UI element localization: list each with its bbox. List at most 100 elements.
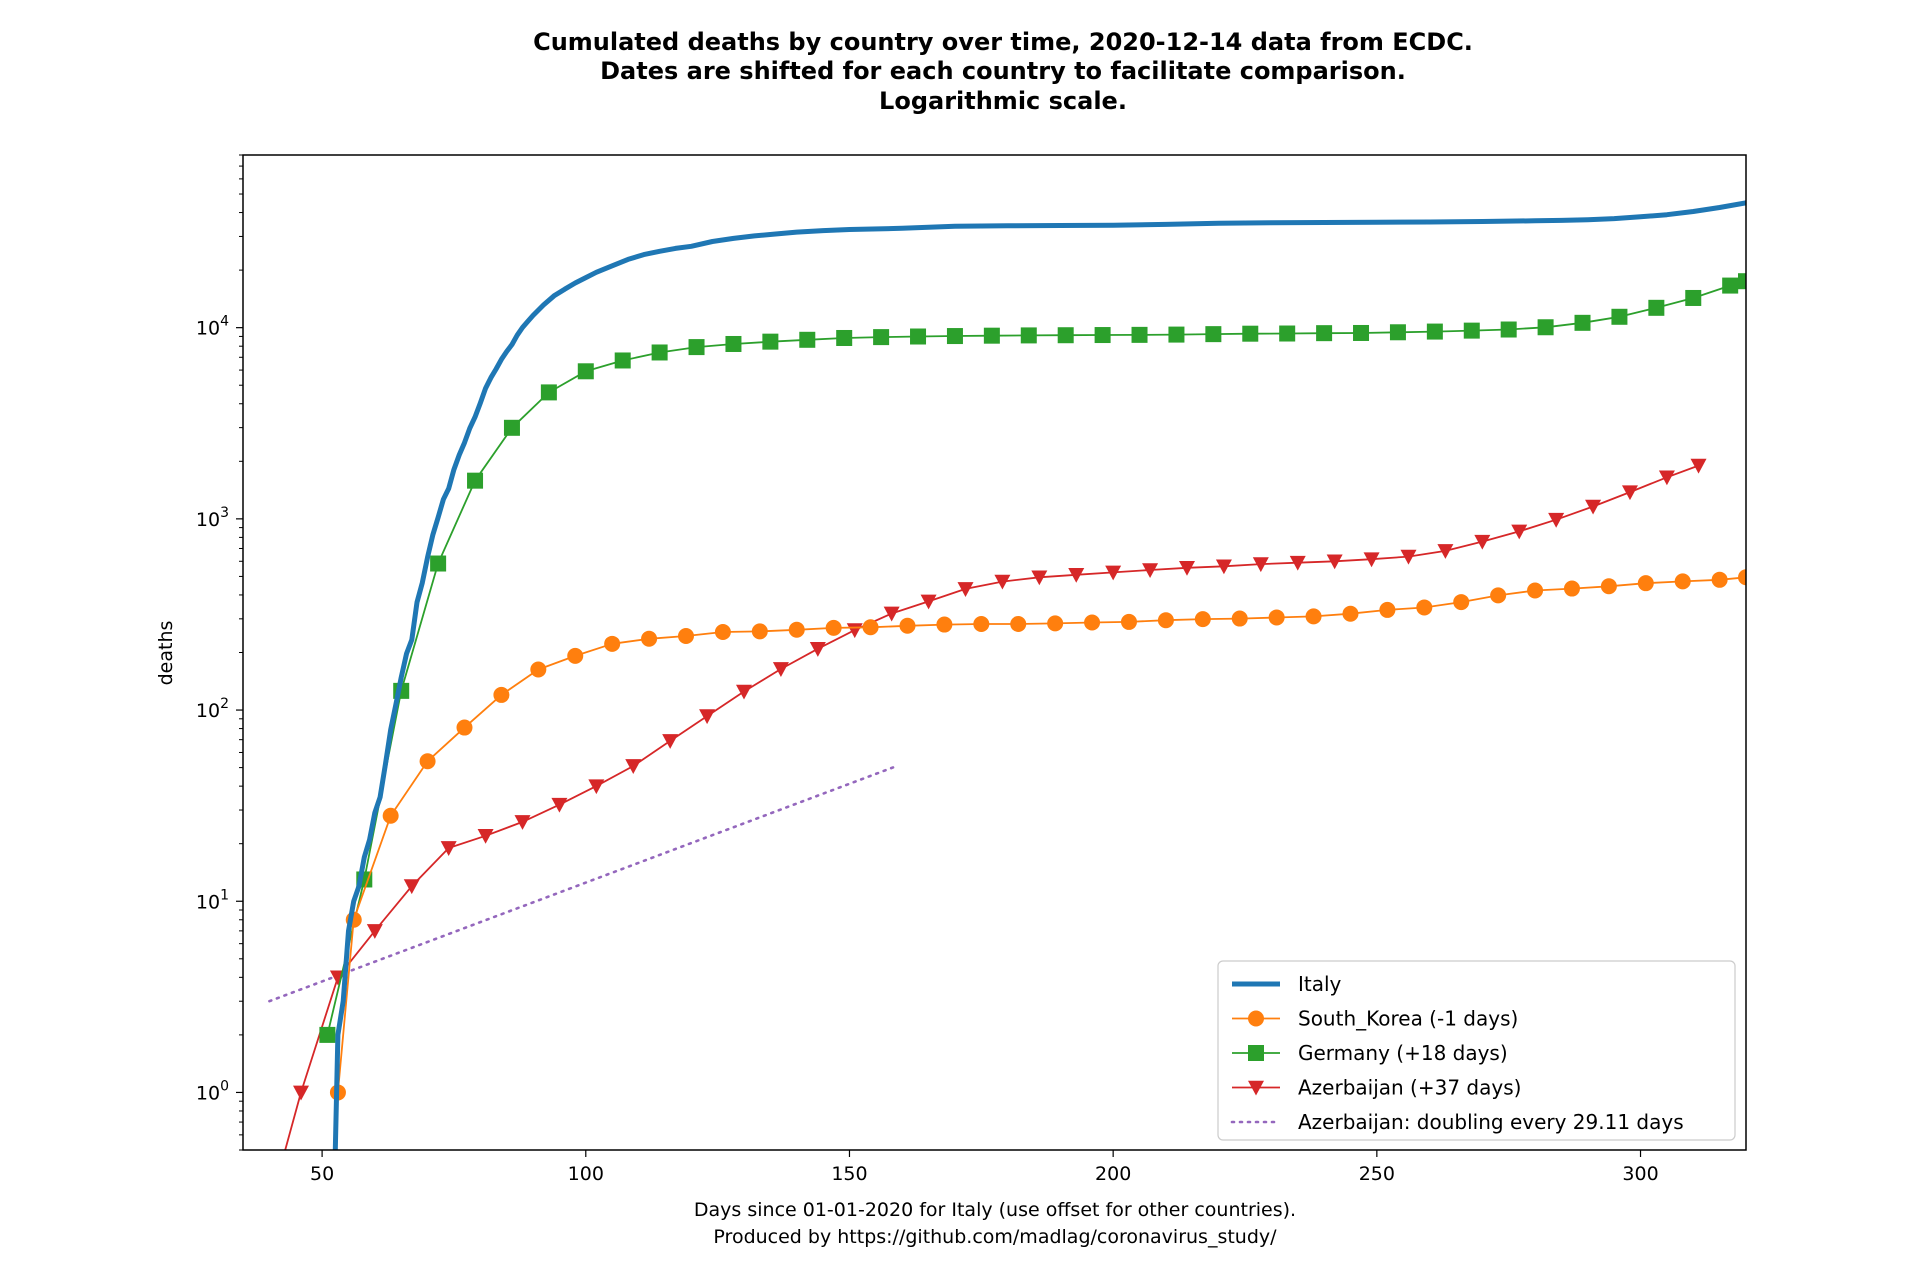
data-point [430, 555, 447, 572]
data-point [1279, 325, 1296, 342]
legend-box [1217, 960, 1736, 1141]
data-point [1120, 613, 1137, 630]
data-point [1105, 565, 1122, 581]
data-point [540, 384, 557, 401]
data-point [1389, 324, 1406, 341]
data-point [440, 841, 457, 856]
series-0 [332, 200, 1746, 1150]
data-point [493, 686, 510, 703]
series-line [268, 764, 899, 1003]
data-point [1342, 605, 1359, 622]
legend-item: Azerbaijan: doubling every 29.11 days [1230, 1110, 1684, 1134]
data-point [1511, 524, 1528, 540]
data-point [1463, 322, 1480, 339]
data-point [1437, 544, 1454, 559]
data-point [1353, 324, 1370, 341]
data-point [503, 419, 520, 436]
data-point [382, 807, 399, 824]
data-point [714, 624, 731, 641]
data-point [1426, 323, 1443, 340]
data-point [1068, 567, 1085, 583]
series-line [332, 200, 1746, 1150]
legend-label: Azerbaijan: doubling every 29.11 days [1298, 1110, 1684, 1134]
data-point [836, 329, 853, 346]
x-tick-label: 300 [1622, 1163, 1658, 1185]
data-point [1363, 552, 1380, 568]
data-point [567, 647, 584, 664]
data-point [1648, 299, 1665, 316]
data-point [1094, 327, 1111, 344]
data-point [1658, 470, 1675, 486]
data-point [651, 344, 668, 361]
data-point [1711, 571, 1728, 588]
series-2 [319, 273, 1746, 1043]
data-point [946, 328, 963, 345]
data-point [319, 1026, 336, 1043]
data-point [1142, 563, 1159, 579]
legend-item: South_Korea (-1 days) [1232, 1007, 1518, 1031]
data-point [1231, 610, 1248, 627]
data-point [625, 759, 642, 774]
data-point [1621, 485, 1638, 501]
y-tick-label: 101 [196, 887, 229, 913]
data-point [1574, 314, 1591, 331]
data-point [1316, 325, 1333, 342]
data-point [1585, 499, 1602, 515]
data-point [725, 335, 742, 352]
data-point [846, 623, 863, 639]
x-tick-label: 100 [568, 1163, 604, 1185]
legend-item: Azerbaijan (+37 days) [1232, 1076, 1521, 1100]
data-point [1010, 615, 1027, 632]
data-point [677, 627, 694, 644]
plot-frame [242, 154, 1747, 1151]
data-point [604, 635, 621, 652]
data-point [1168, 326, 1185, 343]
legend-item: Germany (+18 days) [1232, 1041, 1508, 1065]
data-point [1563, 580, 1580, 597]
data-point [1020, 327, 1037, 344]
data-point [983, 327, 1000, 344]
plot-series [268, 200, 1746, 1150]
data-point [403, 879, 420, 895]
data-point [456, 719, 473, 736]
x-tick-label: 250 [1359, 1163, 1395, 1185]
data-point [1722, 277, 1739, 294]
data-point [614, 352, 631, 369]
data-point [1252, 557, 1269, 573]
data-point [873, 329, 890, 346]
data-point [809, 642, 826, 657]
y-axis-label: deaths [155, 621, 177, 686]
data-point [994, 574, 1011, 590]
data-point [577, 363, 594, 380]
data-point [862, 619, 879, 636]
data-point [1453, 594, 1470, 611]
x-tick-label: 200 [1095, 1163, 1131, 1185]
data-point [699, 709, 716, 725]
y-tick-label: 103 [196, 505, 229, 531]
data-point [899, 617, 916, 634]
x-axis-label-line-2: Produced by https://github.com/madlag/co… [713, 1226, 1277, 1248]
data-point [1416, 599, 1433, 616]
data-point [788, 621, 805, 638]
data-point [1268, 609, 1285, 626]
data-point [1685, 289, 1702, 306]
data-point [477, 828, 494, 844]
data-point [973, 615, 990, 632]
legend-label: Germany (+18 days) [1298, 1041, 1508, 1065]
data-point [551, 797, 568, 813]
legend-marker [1248, 1045, 1264, 1061]
data-point [736, 684, 752, 700]
data-point [1379, 601, 1396, 618]
data-point [1305, 608, 1322, 625]
data-point [751, 623, 768, 640]
data-point [1131, 326, 1148, 343]
data-point [514, 815, 531, 830]
data-point [1205, 326, 1222, 343]
chart-title: Cumulated deaths by country over time, 2… [533, 28, 1473, 115]
data-point [1178, 560, 1195, 576]
data-point [1690, 458, 1707, 474]
legend: Italy South_Korea (-1 days) Germany (+18 d… [1217, 960, 1736, 1141]
title-line-3: Logarithmic scale. [879, 87, 1127, 115]
legend-marker [1248, 1010, 1264, 1027]
